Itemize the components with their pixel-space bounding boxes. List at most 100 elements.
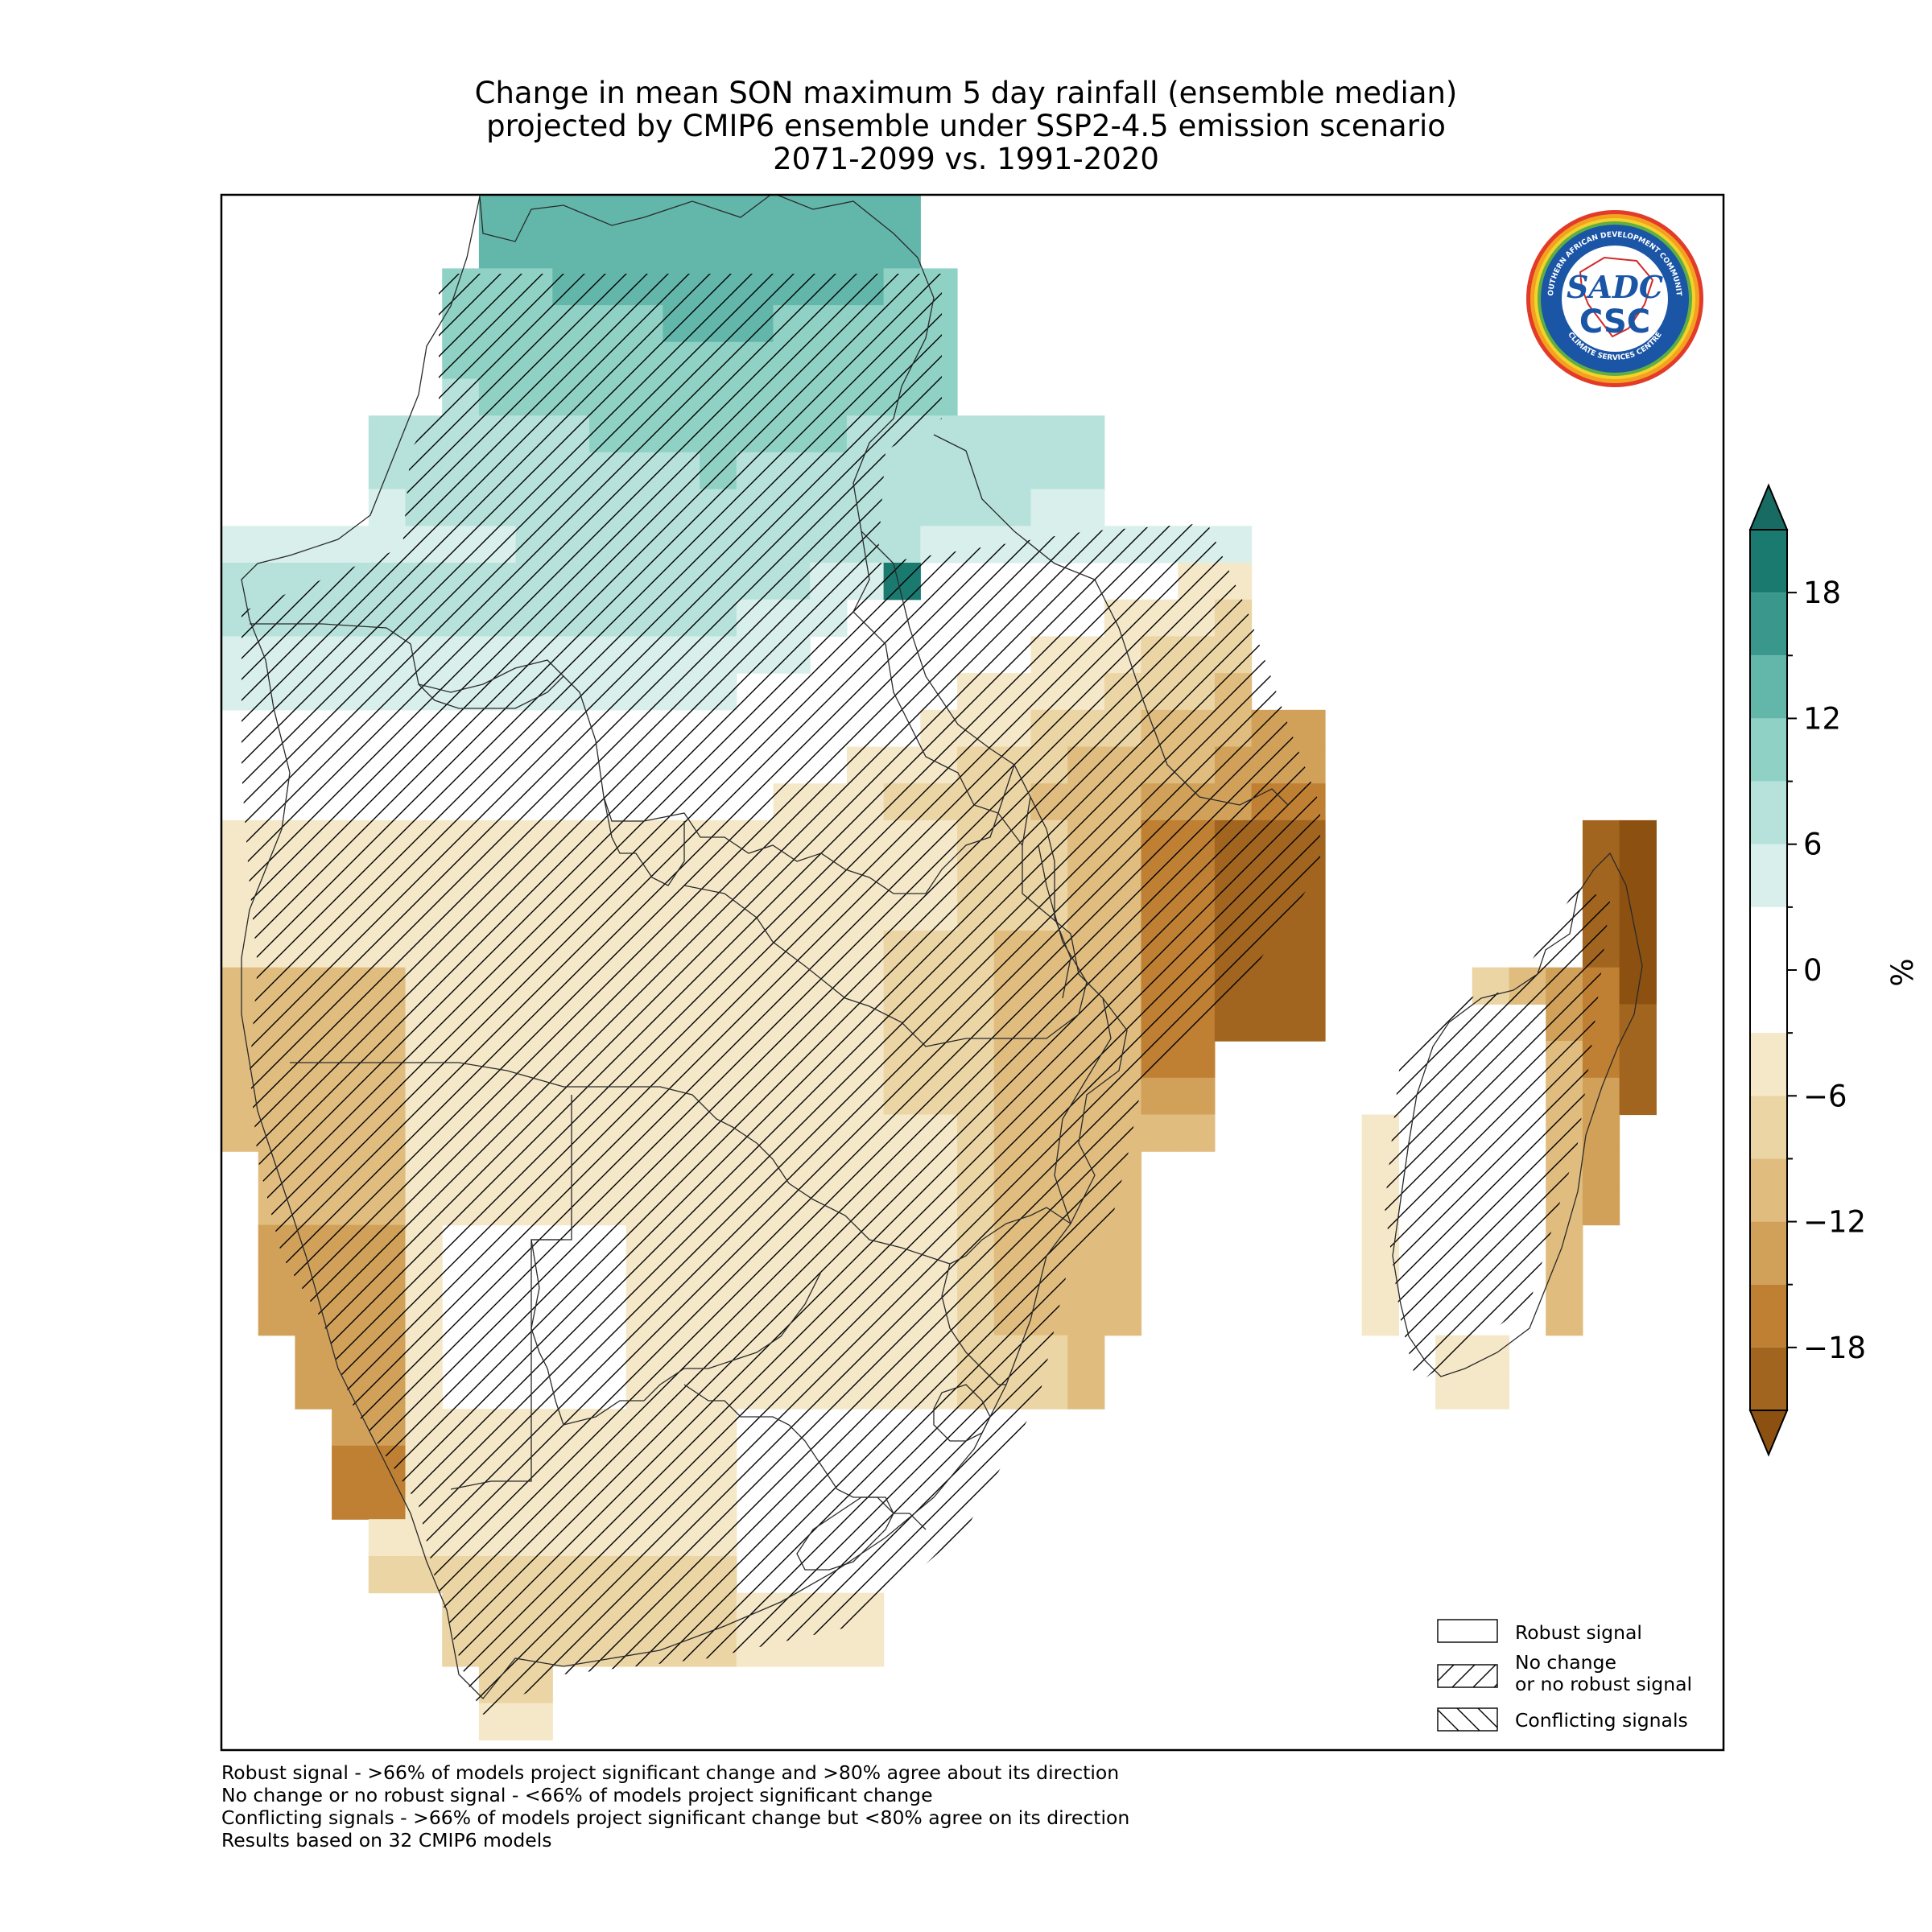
grid-cell bbox=[1067, 1298, 1105, 1336]
grid-cell bbox=[846, 231, 885, 269]
colorbar-tick-label: −6 bbox=[1803, 1079, 1847, 1113]
grid-cell bbox=[515, 1703, 553, 1740]
grid-cell bbox=[1067, 415, 1105, 453]
grid-cell bbox=[1251, 967, 1289, 1005]
grid-cell bbox=[700, 231, 737, 269]
grid-cell bbox=[1582, 857, 1620, 894]
colorbar-tick-label: 12 bbox=[1803, 701, 1841, 736]
grid-cell bbox=[1619, 819, 1657, 858]
grid-cell bbox=[295, 1335, 332, 1373]
grid-cell bbox=[993, 415, 1031, 453]
title-line-1: Change in mean SON maximum 5 day rainfal… bbox=[474, 76, 1458, 110]
grid-cell bbox=[1067, 1335, 1105, 1373]
grid-cell bbox=[368, 452, 407, 490]
grid-cell bbox=[810, 195, 848, 233]
grid-cell bbox=[810, 231, 848, 269]
grid-cell bbox=[1141, 1077, 1179, 1116]
grid-cell bbox=[332, 1445, 369, 1484]
grid-cell bbox=[920, 452, 958, 490]
grid-cell bbox=[1546, 1298, 1583, 1336]
colorbar-bin bbox=[1750, 1158, 1787, 1222]
grid-cell bbox=[883, 231, 921, 269]
logo-mark-1: SADC bbox=[1567, 269, 1663, 305]
grid-cell bbox=[1619, 967, 1657, 1005]
grid-cell bbox=[515, 231, 553, 269]
colorbar-bin bbox=[1750, 592, 1787, 656]
grid-cell bbox=[1067, 1372, 1105, 1410]
no-change-label-2: or no robust signal bbox=[1515, 1673, 1692, 1695]
colorbar-bin bbox=[1750, 1284, 1787, 1348]
grid-cell bbox=[1104, 1261, 1142, 1299]
grid-cell bbox=[700, 195, 737, 233]
footnote-robust: Robust signal - >66% of models project s… bbox=[221, 1761, 1120, 1784]
grid-cell bbox=[1619, 931, 1657, 968]
grid-cell bbox=[1288, 967, 1326, 1005]
grid-cell bbox=[1619, 1004, 1657, 1042]
grid-cell bbox=[1067, 489, 1105, 526]
colorbar-bin bbox=[1750, 655, 1787, 719]
footnotes: Robust signal - >66% of models project s… bbox=[221, 1761, 1129, 1852]
grid-cell bbox=[1619, 857, 1657, 894]
grid-cell bbox=[1178, 1077, 1216, 1116]
grid-cell bbox=[1141, 1114, 1179, 1152]
conflicting-signals-label: Conflicting signals bbox=[1515, 1709, 1688, 1732]
colorbar-bin bbox=[1750, 718, 1787, 782]
grid-cell bbox=[1619, 1077, 1657, 1116]
colorbar-tick-label: −18 bbox=[1803, 1331, 1866, 1365]
grid-cell bbox=[368, 1555, 407, 1594]
colorbar-bin bbox=[1750, 906, 1787, 1034]
grid-cell bbox=[221, 1114, 259, 1152]
title-line-3: 2071-2099 vs. 1991-2020 bbox=[773, 142, 1159, 176]
grid-cell bbox=[1288, 1004, 1326, 1042]
grid-cell bbox=[993, 489, 1031, 526]
grid-cell bbox=[883, 452, 921, 490]
colorbar-bin bbox=[1750, 781, 1787, 844]
colorbar-bin bbox=[1750, 530, 1787, 593]
robust-signal-swatch bbox=[1437, 1619, 1498, 1643]
colorbar-tick-label: 0 bbox=[1803, 953, 1823, 988]
country-borders bbox=[241, 195, 1643, 1699]
map-area bbox=[221, 195, 1657, 1740]
colorbar-min-extension bbox=[1748, 1410, 1789, 1457]
grid-cell bbox=[773, 231, 811, 269]
grid-cell bbox=[1619, 894, 1657, 931]
grid-cell bbox=[1288, 931, 1326, 968]
grid-cell bbox=[1582, 1187, 1620, 1226]
grid-cell bbox=[957, 452, 995, 490]
colorbar-bin bbox=[1750, 844, 1787, 907]
grid-cell bbox=[883, 489, 921, 526]
grid-cell bbox=[221, 526, 259, 564]
signal-legend: Robust signal No change or no robust sig… bbox=[1437, 1619, 1692, 1732]
title-line-2: projected by CMIP6 ensemble under SSP2-4… bbox=[486, 109, 1446, 143]
grid-cell bbox=[552, 231, 590, 269]
grid-cell bbox=[1178, 1041, 1216, 1079]
grid-cell bbox=[368, 1482, 407, 1520]
grid-cell bbox=[478, 231, 517, 269]
colorbar-bin bbox=[1750, 1347, 1787, 1410]
grid-cell bbox=[1582, 819, 1620, 858]
grid-cell bbox=[1067, 452, 1105, 490]
grid-cell bbox=[846, 1629, 885, 1667]
grid-cell bbox=[1178, 1114, 1216, 1152]
grid-cell bbox=[1361, 1261, 1399, 1299]
grid-cell bbox=[957, 489, 995, 526]
colorbar-bin bbox=[1750, 1033, 1787, 1096]
sadc-csc-logo-icon: SOUTHERN AFRICAN DEVELOPMENT COMMUNITY C… bbox=[1524, 208, 1703, 387]
grid-cell bbox=[1435, 1372, 1473, 1410]
grid-cell bbox=[625, 195, 663, 233]
grid-cell bbox=[589, 195, 627, 233]
grid-cell bbox=[1104, 1224, 1142, 1262]
grid-cell bbox=[368, 1519, 407, 1557]
grid-cell bbox=[1546, 1224, 1583, 1262]
grid-cell bbox=[295, 526, 332, 564]
grid-cell bbox=[736, 231, 774, 269]
grid-cell bbox=[993, 452, 1031, 490]
grid-cell bbox=[883, 195, 921, 233]
no-change-swatch bbox=[1437, 1664, 1498, 1688]
grid-cell bbox=[1067, 1261, 1105, 1299]
colorbar-tick-label: 6 bbox=[1803, 828, 1823, 862]
grid-cell bbox=[1582, 1077, 1620, 1116]
grid-cell bbox=[1030, 489, 1068, 526]
grid-cell bbox=[221, 931, 259, 968]
